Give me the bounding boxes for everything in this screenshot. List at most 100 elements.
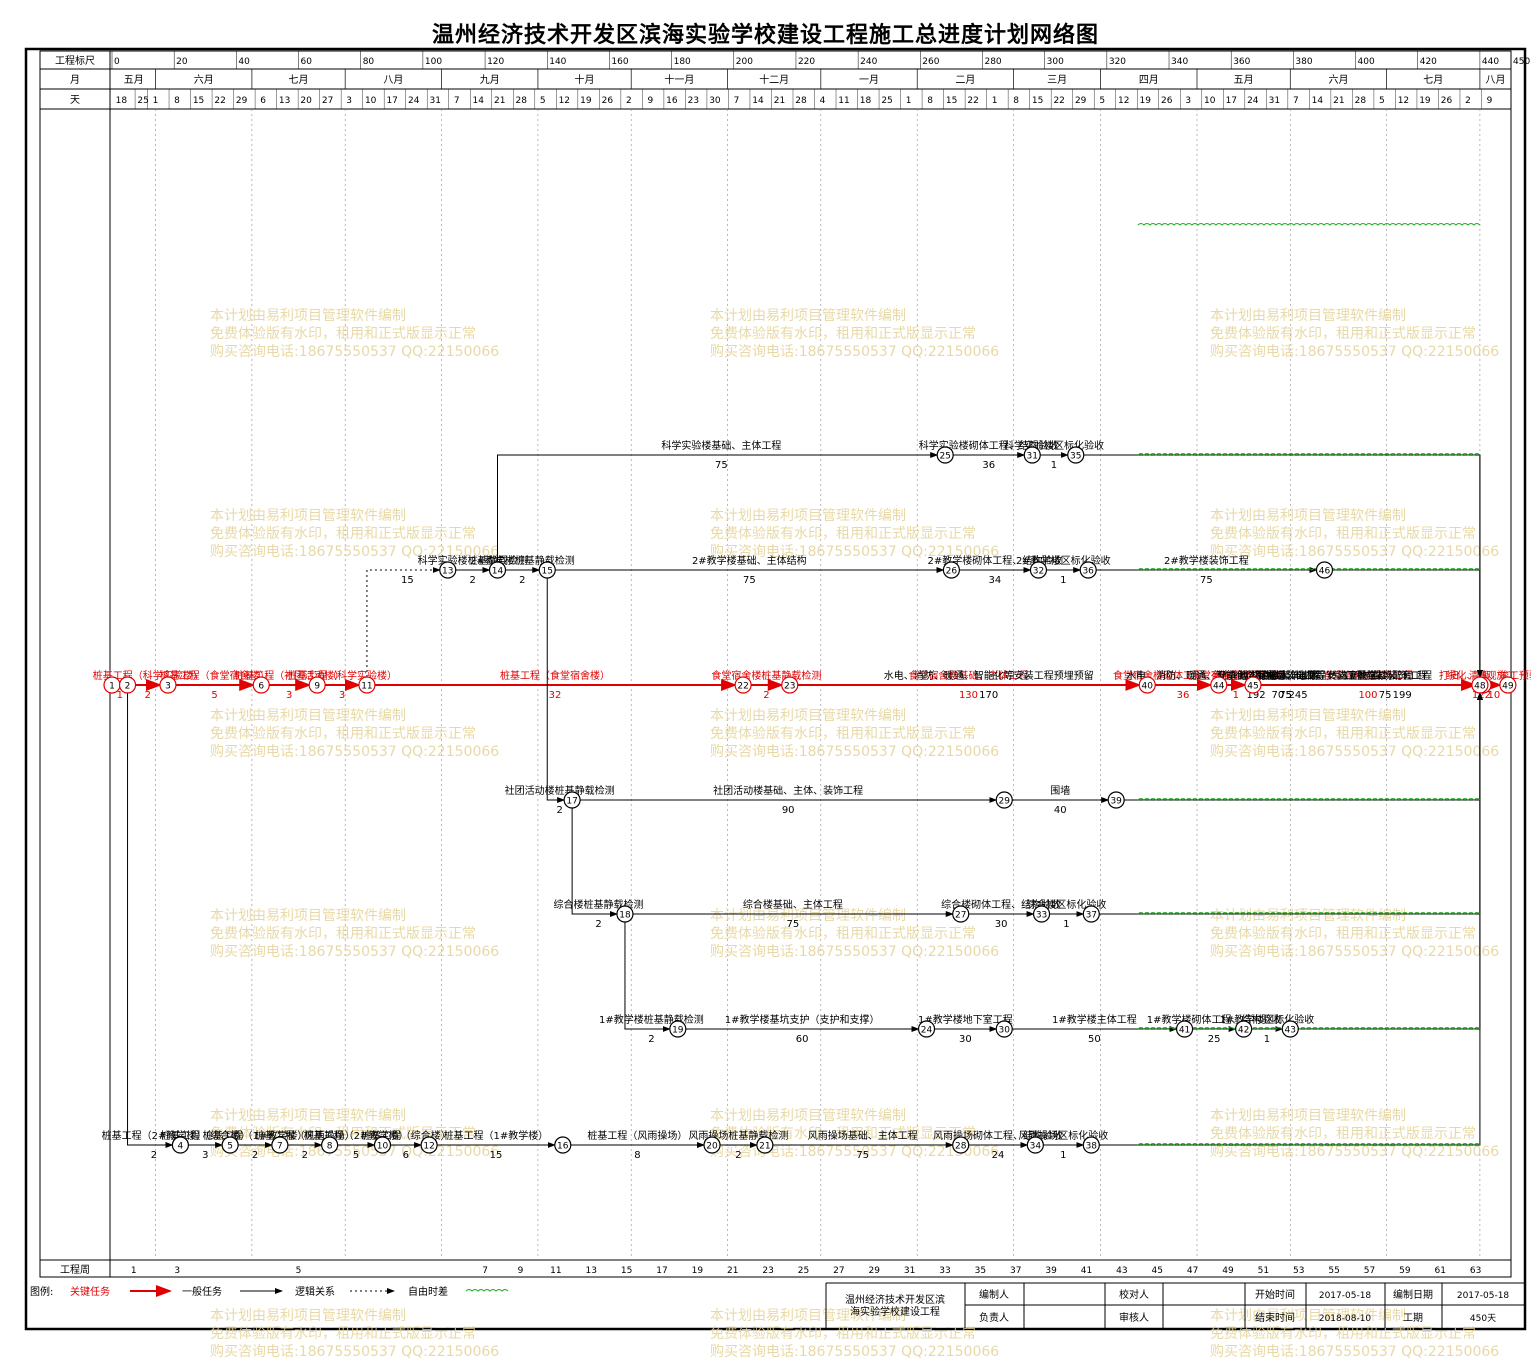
day-number: 14 — [473, 96, 485, 106]
week-number: 51 — [1258, 1266, 1269, 1276]
task-label: 2#教学楼砌体工程、结构验收 — [928, 554, 1063, 567]
week-number: 39 — [1045, 1266, 1057, 1276]
ruler-label: 工程标尺 — [55, 55, 95, 67]
network-node: 27 — [952, 905, 970, 923]
week-number: 31 — [904, 1266, 915, 1276]
watermark-text: 本计划由易利项目管理软件编制 — [1210, 1108, 1406, 1124]
node-id: 46 — [1319, 567, 1331, 577]
task-label: 2#教学楼区标化验收 — [1016, 554, 1111, 567]
watermark-text: 本计划由易利项目管理软件编制 — [710, 508, 906, 524]
network-node: 17 — [563, 791, 581, 809]
network-node: 36 — [1079, 561, 1097, 579]
network-node: 18 — [616, 905, 634, 923]
node-id: 42 — [1238, 1026, 1249, 1036]
node-id: 8 — [327, 1142, 333, 1152]
node-id: 43 — [1285, 1026, 1296, 1036]
network-node: 20 — [703, 1136, 721, 1154]
network-node: 16 — [554, 1136, 572, 1154]
task-duration: 2 — [595, 919, 601, 930]
task-duration: 75 — [1379, 690, 1392, 701]
day-number: 1 — [153, 96, 159, 106]
day-number: 8 — [174, 96, 180, 106]
ruler-tick: 160 — [611, 57, 628, 67]
watermark-text: 本计划由易利项目管理软件编制 — [210, 908, 406, 924]
task-label: 科学实验楼基础、主体工程 — [661, 439, 781, 452]
watermark-text: 免费体验版有水印，租用和正式版显示正常 — [210, 526, 476, 542]
legend-logic: 逻辑关系 — [295, 1285, 335, 1298]
month-name: 一月 — [859, 74, 879, 86]
outer-frame — [24, 47, 1527, 1331]
month-name: 九月 — [480, 74, 500, 86]
watermark-text: 本计划由易利项目管理软件编制 — [210, 508, 406, 524]
day-number: 14 — [1312, 96, 1324, 106]
task-duration: 5 — [211, 690, 217, 701]
day-number: 26 — [1441, 96, 1453, 106]
network-node: 21 — [756, 1136, 774, 1154]
task-duration: 90 — [782, 805, 795, 816]
task-label: 科学实验楼区标化验收 — [1004, 439, 1104, 452]
start-value: 2017-05-18 — [1319, 1291, 1372, 1301]
task-label: 综合楼砌体工程、结构验收 — [941, 898, 1061, 911]
node-id: 48 — [1474, 682, 1486, 692]
watermark-text: 本计划由易利项目管理软件编制 — [710, 708, 906, 724]
task-label: 风雨操场基础、主体工程 — [808, 1129, 918, 1142]
project-name: 海实验学校建设工程 — [850, 1305, 940, 1318]
task-duration: 2 — [519, 575, 525, 586]
watermark-text: 购买咨询电话:18675550537 QQ:22150066 — [1210, 1344, 1499, 1360]
watermark-text: 免费体验版有水印，租用和正式版显示正常 — [1210, 726, 1476, 742]
task-duration: 1 — [1063, 919, 1069, 930]
task-label: 社团活动楼桩基静载检测 — [505, 784, 615, 797]
task-duration: 3 — [286, 690, 292, 701]
node-id: 37 — [1086, 911, 1097, 921]
network-node: 9 — [308, 676, 326, 694]
day-number: 1 — [992, 96, 998, 106]
watermark-text: 免费体验版有水印，租用和正式版显示正常 — [1210, 926, 1476, 942]
watermark-text: 免费体验版有水印，租用和正式版显示正常 — [210, 1326, 476, 1342]
network-node: 1 — [103, 676, 121, 694]
node-id: 39 — [1110, 797, 1122, 807]
network-node: 41 — [1175, 1020, 1194, 1038]
day-number: 29 — [236, 96, 248, 106]
month-name: 十一月 — [664, 73, 694, 86]
task-duration: 1 — [1233, 690, 1239, 701]
week-label: 工程周 — [60, 1264, 90, 1276]
week-number: 35 — [975, 1266, 986, 1276]
ruler-tick: 450 — [1513, 57, 1530, 67]
ruler-tick: 120 — [487, 57, 504, 67]
task-arrow — [127, 693, 174, 1148]
network-node: 8 — [321, 1136, 339, 1154]
task-duration: 192 — [1247, 690, 1266, 701]
network-node: 35 — [1067, 446, 1085, 464]
watermark-text: 本计划由易利项目管理软件编制 — [1210, 308, 1406, 324]
week-number: 45 — [1152, 1266, 1163, 1276]
task-label: 风雨操场桩基静载检测 — [688, 1129, 788, 1142]
day-number: 12 — [559, 96, 570, 106]
task-label: 水电、消防、暖通、智能化等安装工程预埋预留 — [884, 669, 1094, 682]
week-number: 25 — [798, 1266, 809, 1276]
node-id: 3 — [165, 682, 171, 692]
legend-float-wave — [465, 1289, 509, 1292]
watermark-text: 购买咨询电话:18675550537 QQ:22150066 — [710, 1144, 999, 1160]
week-number: 11 — [550, 1266, 561, 1276]
task-label: 1#教学楼桩基静载检测 — [599, 1013, 704, 1026]
day-label: 天 — [70, 95, 80, 106]
node-id: 2 — [125, 682, 131, 692]
task-duration: 1 — [1060, 1150, 1066, 1161]
task-duration: 2 — [763, 690, 769, 701]
month-name: 六月 — [194, 74, 214, 86]
task-duration: 2 — [151, 1150, 157, 1161]
watermark-text: 购买咨询电话:18675550537 QQ:22150066 — [1210, 544, 1499, 560]
task-duration: 70 — [1271, 690, 1284, 701]
node-id: 16 — [557, 1142, 569, 1152]
task-duration: 60 — [796, 1034, 809, 1045]
task-duration: 199 — [1393, 690, 1412, 701]
task-duration: 34 — [989, 575, 1002, 586]
month-name: 六月 — [1328, 74, 1348, 86]
day-number: 19 — [580, 96, 592, 106]
task-label: 科学实验楼砌体工程、结构验收 — [919, 439, 1059, 452]
node-id: 6 — [258, 682, 264, 692]
day-number: 2 — [626, 96, 632, 106]
node-id: 40 — [1142, 682, 1154, 692]
week-number: 21 — [727, 1266, 738, 1276]
watermark-text: 本计划由易利项目管理软件编制 — [1210, 708, 1406, 724]
